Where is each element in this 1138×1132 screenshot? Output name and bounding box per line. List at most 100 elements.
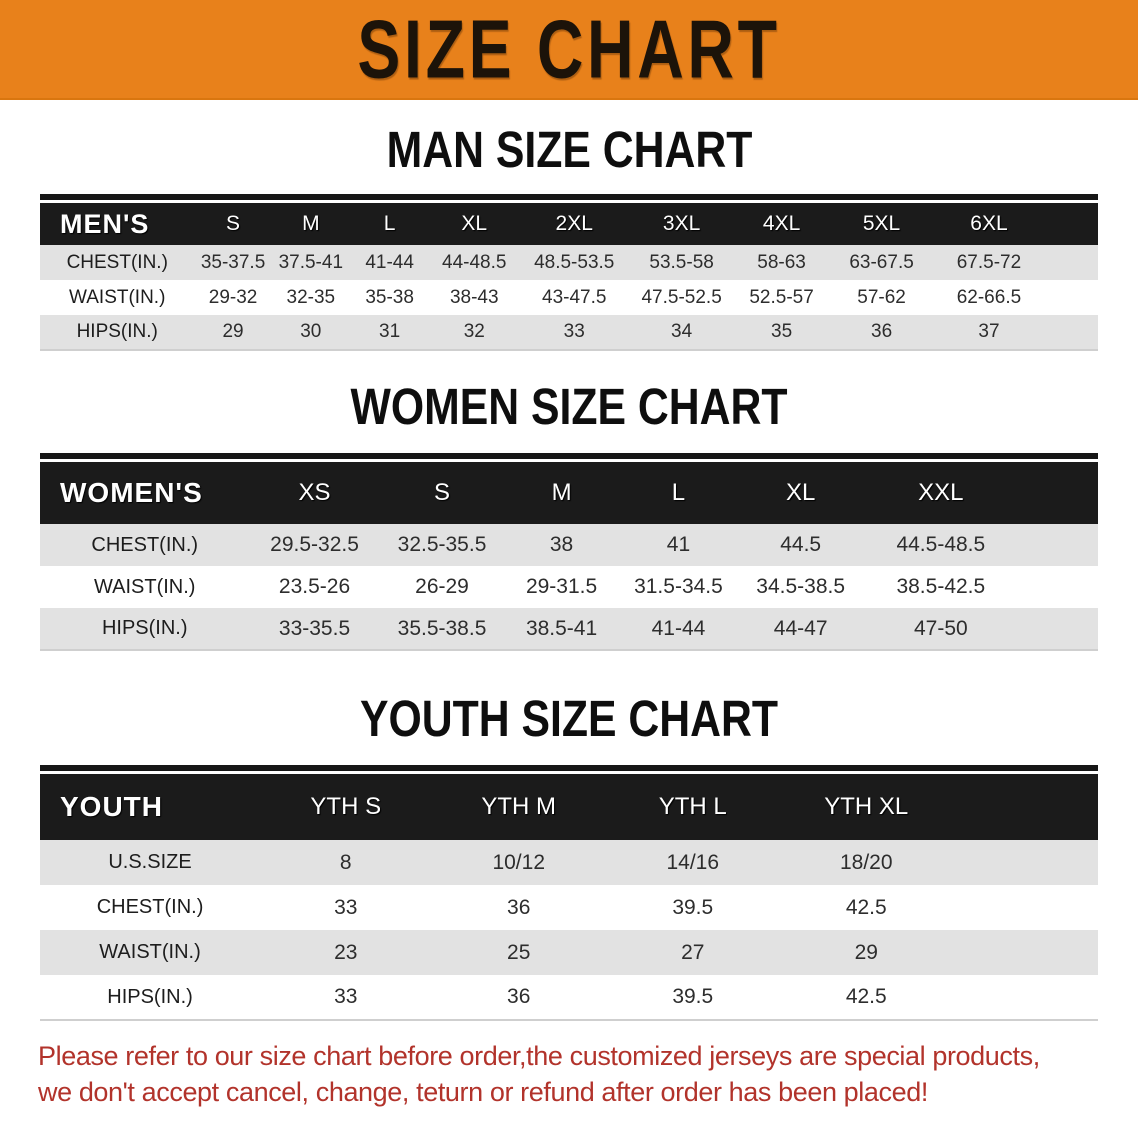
size-value-cell: 25 [507, 940, 531, 964]
header-row: WOMEN'S XS S M L XL XXL [40, 462, 1098, 524]
table-row: HIPS(IN.) 33 36 39.5 42.5 [40, 975, 1098, 1020]
measure-row-label: WAIST(IN.) [69, 286, 166, 308]
spacer-cell [953, 840, 1098, 885]
size-column-header: YTH M [431, 774, 607, 840]
size-value-cell: 30 [300, 321, 322, 342]
size-value-cell: 39.5 [672, 895, 714, 919]
size-column-header: 6XL [933, 203, 1044, 245]
size-value-cell: 32.5-35.5 [397, 533, 487, 556]
size-value-cell: 41 [666, 533, 691, 556]
size-column-header: XL [429, 203, 520, 245]
size-value-cell: 44-47 [773, 616, 828, 640]
spacer-cell [1044, 245, 1098, 280]
size-column-header: XL [738, 462, 864, 524]
spacer-cell [1019, 566, 1098, 608]
size-column-header: M [504, 462, 619, 524]
size-value-cell: 43-47.5 [542, 286, 607, 308]
measure-row-label: HIPS(IN.) [101, 617, 188, 639]
size-value-cell: 42.5 [845, 985, 887, 1008]
size-value-cell: 57-62 [857, 286, 906, 308]
size-column-header: YTH S [260, 774, 432, 840]
size-value-cell: 36 [507, 895, 531, 919]
size-value-cell: 26-29 [415, 575, 469, 598]
size-value-cell: 31.5-34.5 [634, 575, 723, 598]
table-row: U.S.SIZE 8 10/12 14/16 18/20 [40, 840, 1098, 885]
spacer-cell [1019, 524, 1098, 566]
table-corner-label: WOMEN'S [40, 462, 250, 524]
spacer-cell [953, 885, 1098, 930]
size-value-cell: 10/12 [492, 850, 546, 874]
size-value-cell: 29-31.5 [525, 575, 598, 598]
size-value-cell: 29 [854, 940, 878, 964]
size-value-cell: 35-38 [365, 286, 414, 308]
size-value-cell: 23 [334, 940, 358, 964]
size-column-header: YTH L [606, 774, 780, 840]
men-table-head: MEN'S S M L XL 2XL 3XL 4XL 5XL 6XL [40, 203, 1098, 245]
size-value-cell: 62-66.5 [956, 286, 1022, 308]
size-value-cell: 42.5 [845, 895, 887, 919]
measure-row-label: CHEST(IN.) [66, 251, 168, 273]
size-value-cell: 41-44 [365, 251, 414, 273]
disclaimer: Please refer to our size chart before or… [38, 1039, 1100, 1110]
size-value-cell: 38.5-41 [525, 616, 598, 640]
size-value-cell: 39.5 [672, 985, 714, 1008]
size-column-header: 3XL [629, 203, 734, 245]
youth-table-head: YOUTH YTH S YTH M YTH L YTH XL [40, 774, 1098, 840]
size-value-cell: 32-35 [286, 286, 336, 308]
size-value-cell: 67.5-72 [956, 251, 1022, 273]
measure-row-label: U.S.SIZE [108, 851, 192, 873]
table-row: CHEST(IN.) 29.5-32.5 32.5-35.5 38 41 44.5 44.5… [40, 524, 1098, 566]
size-value-cell: 29 [222, 321, 244, 342]
size-value-cell: 38.5-42.5 [896, 575, 986, 598]
size-value-cell: 47.5-52.5 [641, 286, 722, 308]
size-value-cell: 53.5-58 [649, 251, 714, 273]
spacer-cell [953, 975, 1098, 1020]
section-heading-women: WOMEN SIZE CHART [0, 377, 1138, 435]
table-row: WAIST(IN.) 29-32 32-35 35-38 38-43 43-47.5 47.… [40, 280, 1098, 315]
spacer-cell [1018, 462, 1098, 524]
size-value-cell: 34 [671, 321, 693, 342]
table-corner-label: YOUTH [40, 774, 261, 840]
measure-row-label: HIPS(IN.) [107, 985, 193, 1008]
spacer-cell [1044, 280, 1098, 315]
spacer-cell [1019, 608, 1098, 650]
banner: SIZE CHART [0, 0, 1138, 100]
size-value-cell: 38-43 [449, 286, 499, 308]
size-value-cell: 33 [334, 985, 358, 1008]
size-value-cell: 52.5-57 [749, 286, 814, 308]
measure-row-label: HIPS(IN.) [76, 321, 158, 342]
header-row: MEN'S S M L XL 2XL 3XL 4XL 5XL 6XL [40, 203, 1098, 245]
measure-row-label: WAIST(IN.) [99, 941, 201, 963]
women-table-head: WOMEN'S XS S M L XL XXL [40, 462, 1098, 524]
table-corner-label: MEN'S [40, 203, 195, 245]
size-column-header: S [194, 203, 272, 245]
table-row: CHEST(IN.) 35-37.5 37.5-41 41-44 44-48.5 48.5… [40, 245, 1098, 280]
disclaimer-line-2: we don't accept cancel, change, teturn o… [38, 1076, 928, 1107]
men-size-table-wrap: MEN'S S M L XL 2XL 3XL 4XL 5XL 6XL CHEST(IN.) 35-37… [40, 194, 1098, 351]
women-size-table-wrap: WOMEN'S XS S M L XL XXL CHEST(IN.) 29.5-32.5 32.5… [40, 453, 1098, 651]
spacer-cell [953, 774, 1098, 840]
size-column-header: M [271, 203, 350, 245]
size-value-cell: 23.5-26 [278, 575, 351, 598]
size-value-cell: 34.5-38.5 [756, 575, 846, 598]
table-row: WAIST(IN.) 23 25 27 29 [40, 930, 1098, 975]
table-row: HIPS(IN.) 29 30 31 32 33 34 35 36 37 [40, 315, 1098, 350]
men-table-body: CHEST(IN.) 35-37.5 37.5-41 41-44 44-48.5 48.5… [40, 245, 1098, 350]
table-row: WAIST(IN.) 23.5-26 26-29 29-31.5 31.5-34.5 34… [40, 566, 1098, 608]
measure-row-label: CHEST(IN.) [96, 896, 204, 918]
men-size-table: MEN'S S M L XL 2XL 3XL 4XL 5XL 6XL CHEST(IN.) 35-37… [40, 203, 1098, 351]
size-value-cell: 58-63 [757, 251, 806, 273]
size-column-header: XXL [863, 462, 1019, 524]
measure-row-label: WAIST(IN.) [94, 575, 196, 598]
size-value-cell: 33-35.5 [278, 616, 351, 640]
size-value-cell: 18/20 [839, 850, 893, 874]
section-heading-men: MAN SIZE CHART [0, 120, 1138, 178]
size-value-cell: 14/16 [666, 850, 720, 874]
size-value-cell: 35.5-38.5 [397, 616, 487, 640]
size-column-header: L [618, 462, 739, 524]
size-value-cell: 33 [563, 321, 585, 342]
page-title: SIZE CHART [339, 3, 799, 95]
section-heading-text: WOMEN SIZE CHART [350, 377, 788, 436]
section-heading-youth: YOUTH SIZE CHART [0, 689, 1138, 747]
